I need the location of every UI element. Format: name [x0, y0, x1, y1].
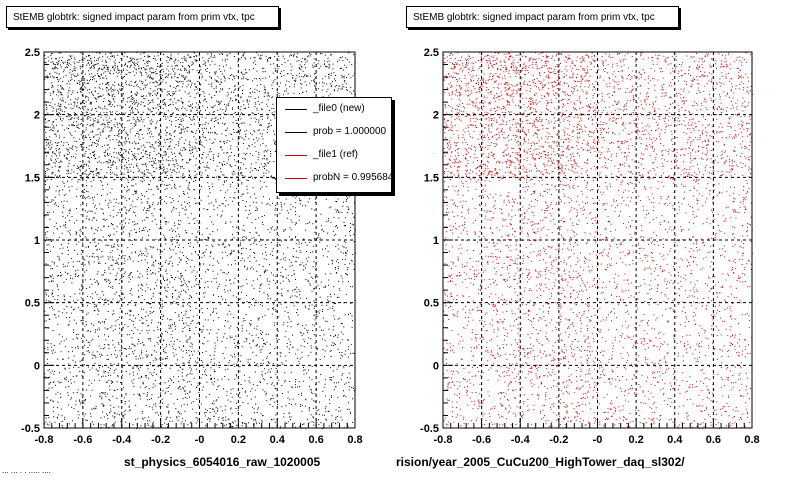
- x-tick-label: -0: [195, 434, 205, 446]
- legend-entry-probn: probN = 0.995684: [277, 169, 392, 187]
- x-tick-label: -0.8: [35, 434, 54, 446]
- y-tick-label: -0.5: [21, 423, 40, 435]
- x-tick-label: -0.6: [472, 434, 491, 446]
- y-tick-label: 0: [433, 360, 439, 372]
- y-tick-label: 0.5: [25, 298, 40, 310]
- legend-label-file0: _file0 (new): [313, 103, 365, 114]
- x-tick-label: 0.6: [308, 434, 323, 446]
- x-tick-label: 0.6: [706, 434, 721, 446]
- x-axis-label-right: rision/year_2005_CuCu200_HighTower_daq_s…: [396, 455, 685, 469]
- legend-line-probn: [285, 178, 307, 179]
- y-tick-label: -0.5: [420, 423, 439, 435]
- y-tick-label: 1.5: [424, 172, 439, 184]
- x-tick-label: -0: [593, 434, 603, 446]
- x-axis-label-left: st_physics_6054016_raw_1020005: [124, 455, 321, 469]
- x-tick-label: -0.2: [549, 434, 568, 446]
- y-tick-label: 2: [34, 110, 40, 122]
- x-tick-label: 0.2: [231, 434, 246, 446]
- x-tick-label: -0.8: [434, 434, 453, 446]
- x-tick-label: -0.6: [73, 434, 92, 446]
- y-tick-label: 0.5: [424, 298, 439, 310]
- grid-1: [443, 52, 752, 428]
- legend-line-prob: [285, 132, 307, 133]
- x-tick-label: -0.2: [151, 434, 170, 446]
- x-tick-label: 0.4: [270, 434, 286, 446]
- footer-text: ... ... . . ..... ....: [2, 466, 51, 475]
- x-tick-label: -0.4: [511, 434, 531, 446]
- x-tick-label: -0.4: [112, 434, 132, 446]
- legend: _file0 (new) prob = 1.000000 _file1 (ref…: [276, 97, 392, 193]
- y-tick-label: 2: [433, 110, 439, 122]
- plot-panel-1: -0.8 -0.6 -0.4 -0.2 -0 0.2 0.4 0.6 0.8 -0.5 0 0.5 1 1…: [420, 47, 760, 446]
- x-tick-label: 0.8: [347, 434, 362, 446]
- legend-entry-file1: _file1 (ref): [277, 146, 391, 164]
- x-tick-label: 0.4: [667, 434, 683, 446]
- y-tick-label: 1: [433, 235, 439, 247]
- legend-entry-prob: prob = 1.000000: [277, 123, 391, 141]
- legend-label-file1: _file1 (ref): [313, 149, 359, 160]
- x-tick-label: 0.8: [744, 434, 759, 446]
- y-tick-label: 1.5: [25, 172, 40, 184]
- legend-label-probn: probN = 0.995684: [313, 172, 392, 183]
- legend-line-file1: [285, 155, 307, 156]
- plot-title-left: StEMB globtrk: signed impact param from …: [6, 6, 279, 28]
- y-tick-label: 0: [34, 360, 40, 372]
- y-tick-label: 2.5: [25, 47, 40, 59]
- y-tick-label: 2.5: [424, 47, 439, 59]
- legend-entry-file0: _file0 (new): [277, 100, 391, 118]
- legend-line-file0: [285, 109, 307, 110]
- x-tick-label: 0.2: [628, 434, 643, 446]
- plot-title-right: StEMB globtrk: signed impact param from …: [406, 6, 679, 28]
- legend-label-prob: prob = 1.000000: [313, 126, 387, 137]
- y-tick-label: 1: [34, 235, 40, 247]
